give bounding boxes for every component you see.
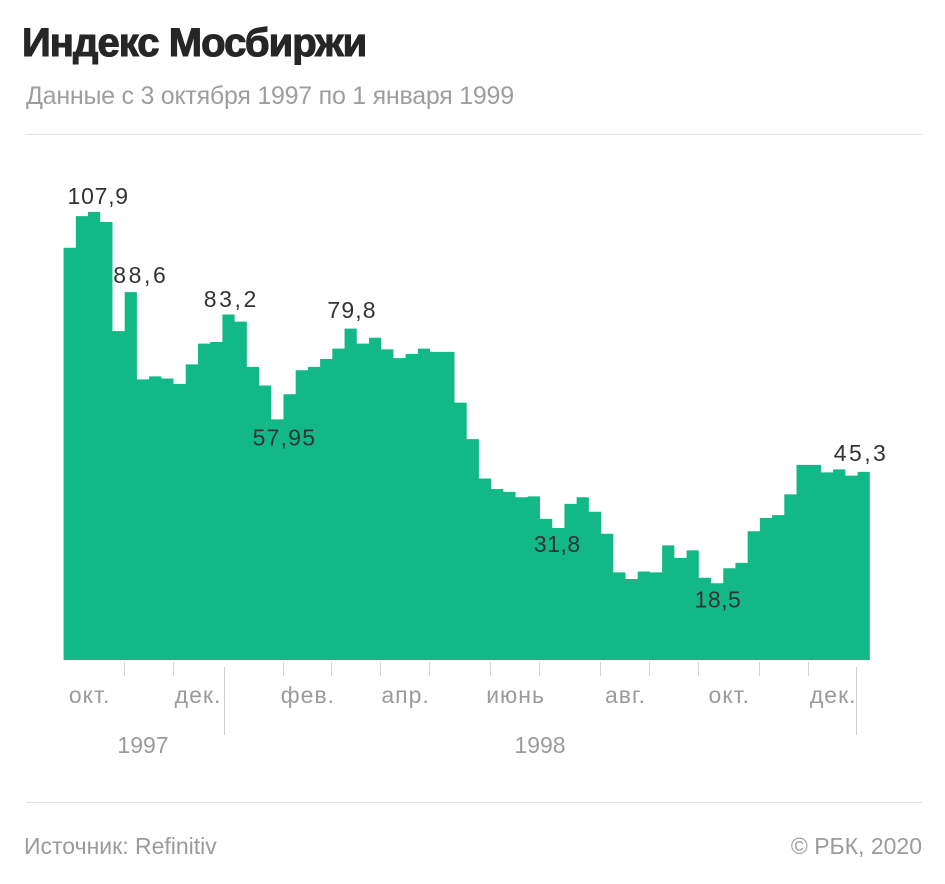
svg-text:79,8: 79,8 [327,297,375,323]
svg-text:31,8: 31,8 [534,531,580,557]
svg-text:45,3: 45,3 [834,440,886,466]
svg-text:83,2: 83,2 [204,286,257,312]
svg-text:18,5: 18,5 [695,586,741,612]
svg-text:107,9: 107,9 [68,183,129,209]
svg-text:88,6: 88,6 [113,262,166,288]
svg-text:57,95: 57,95 [253,425,315,451]
